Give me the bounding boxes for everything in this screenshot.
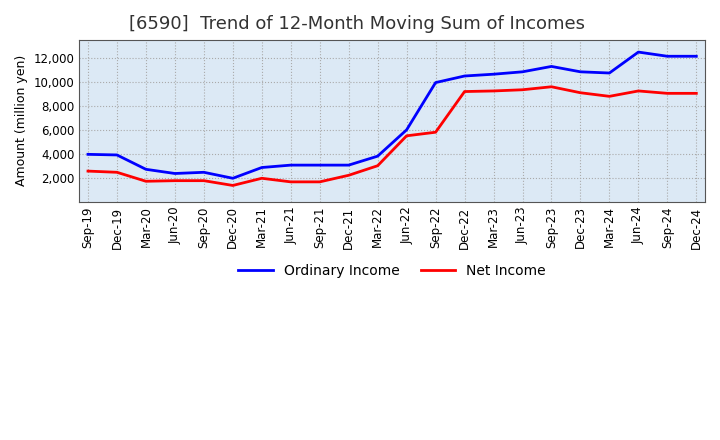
Ordinary Income [258,165,266,170]
Net Income [692,91,701,96]
Net Income [489,88,498,94]
Ordinary Income [374,154,382,159]
Net Income [431,130,440,135]
Ordinary Income [84,152,92,157]
Net Income [605,94,613,99]
Net Income [663,91,672,96]
Net Income [258,176,266,181]
Net Income [112,170,121,175]
Ordinary Income [287,162,295,168]
Ordinary Income [344,162,353,168]
Y-axis label: Amount (million yen): Amount (million yen) [15,55,28,187]
Net Income [634,88,643,94]
Ordinary Income [663,54,672,59]
Ordinary Income [402,127,411,132]
Ordinary Income [605,70,613,76]
Net Income [199,178,208,183]
Ordinary Income [460,73,469,79]
Legend: Ordinary Income, Net Income: Ordinary Income, Net Income [233,258,552,283]
Net Income [547,84,556,89]
Text: [6590]  Trend of 12-Month Moving Sum of Incomes: [6590] Trend of 12-Month Moving Sum of I… [130,15,585,33]
Net Income [518,87,527,92]
Ordinary Income [489,72,498,77]
Net Income [576,90,585,95]
Ordinary Income [547,64,556,69]
Ordinary Income [634,49,643,55]
Net Income [171,178,179,183]
Ordinary Income [199,170,208,175]
Net Income [84,169,92,174]
Net Income [287,179,295,184]
Net Income [374,163,382,169]
Ordinary Income [518,69,527,74]
Ordinary Income [315,162,324,168]
Net Income [315,179,324,184]
Ordinary Income [692,54,701,59]
Net Income [142,179,150,184]
Ordinary Income [142,167,150,172]
Ordinary Income [576,69,585,74]
Ordinary Income [171,171,179,176]
Line: Net Income: Net Income [88,87,696,185]
Net Income [344,172,353,178]
Ordinary Income [228,176,237,181]
Net Income [228,183,237,188]
Net Income [460,89,469,94]
Ordinary Income [431,80,440,85]
Ordinary Income [112,152,121,158]
Net Income [402,133,411,139]
Line: Ordinary Income: Ordinary Income [88,52,696,178]
